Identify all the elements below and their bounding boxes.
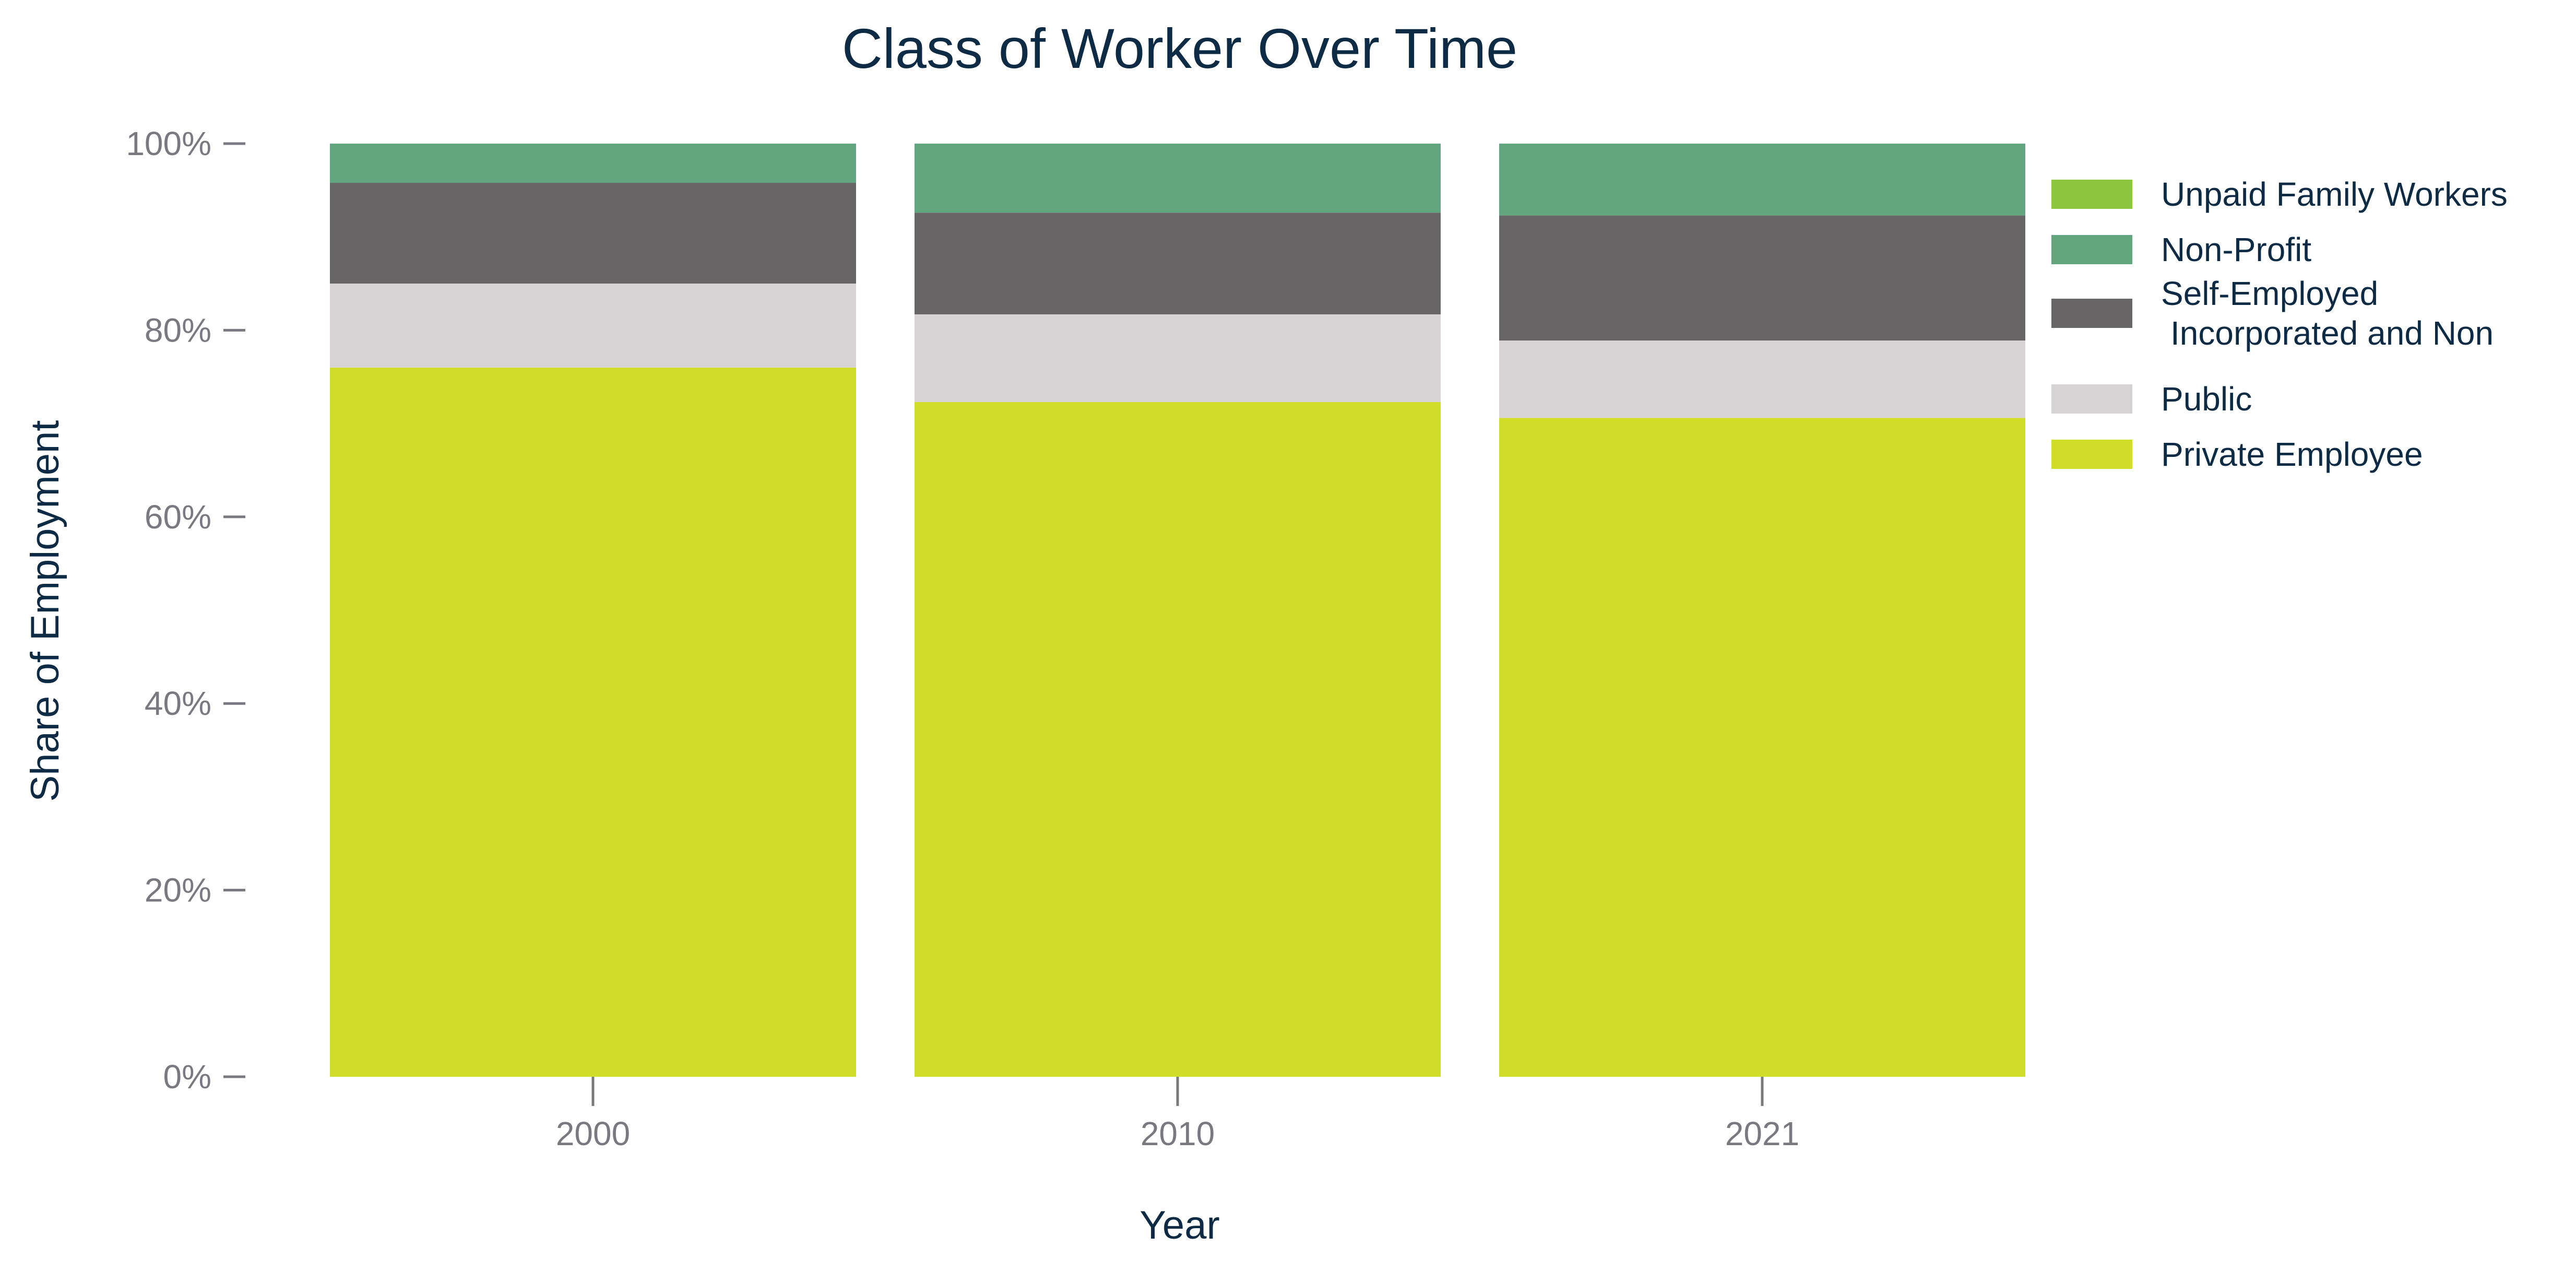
chart-title: Class of Worker Over Time bbox=[842, 17, 1517, 80]
bar-2010-series-3 bbox=[915, 144, 1441, 213]
bar-2010-series-1 bbox=[915, 314, 1441, 402]
bar-2021-series-3 bbox=[1499, 144, 2025, 216]
x-tick-label: 2000 bbox=[556, 1115, 630, 1152]
legend: Unpaid Family Workers Non-Profit Self-Empl… bbox=[2051, 175, 2508, 473]
legend-label: Non-Profit bbox=[2161, 231, 2311, 268]
legend-label: Unpaid Family Workers bbox=[2161, 175, 2508, 213]
x-tick-label: 2021 bbox=[1725, 1115, 1799, 1152]
bars-group bbox=[330, 144, 2025, 1077]
y-tick-label: 80% bbox=[145, 311, 211, 349]
bar-2000-series-3 bbox=[330, 144, 856, 183]
legend-label: Public bbox=[2161, 380, 2252, 418]
legend-swatch bbox=[2051, 440, 2132, 469]
bar-2010-series-0 bbox=[915, 402, 1441, 1077]
y-axis-label: Share of Employment bbox=[23, 420, 67, 802]
x-tick-label: 2010 bbox=[1141, 1115, 1215, 1152]
x-axis: 2000 2010 2021 bbox=[556, 1077, 1799, 1152]
y-tick-label: 20% bbox=[145, 872, 211, 909]
legend-label: Private Employee bbox=[2161, 436, 2423, 473]
bar-2000-series-0 bbox=[330, 367, 856, 1077]
y-tick-label: 0% bbox=[163, 1058, 212, 1096]
y-tick-label: 40% bbox=[145, 685, 211, 722]
legend-swatch bbox=[2051, 180, 2132, 209]
y-axis: 0% 20% 40% 60% 80% 100% bbox=[126, 125, 245, 1096]
bar-2021-series-2 bbox=[1499, 215, 2025, 341]
bar-2000-series-1 bbox=[330, 284, 856, 368]
legend-label: Incorporated and Non bbox=[2170, 314, 2494, 352]
bar-2000-series-2 bbox=[330, 183, 856, 284]
bar-2010-series-2 bbox=[915, 213, 1441, 315]
y-tick-label: 100% bbox=[126, 125, 211, 162]
x-axis-label: Year bbox=[1139, 1203, 1220, 1248]
legend-swatch bbox=[2051, 384, 2132, 414]
y-tick-label: 60% bbox=[145, 498, 211, 536]
legend-swatch bbox=[2051, 235, 2132, 264]
bar-2021-series-1 bbox=[1499, 340, 2025, 418]
legend-swatch bbox=[2051, 299, 2132, 328]
legend-label: Self-Employed bbox=[2161, 275, 2378, 312]
bar-2021-series-0 bbox=[1499, 418, 2025, 1077]
